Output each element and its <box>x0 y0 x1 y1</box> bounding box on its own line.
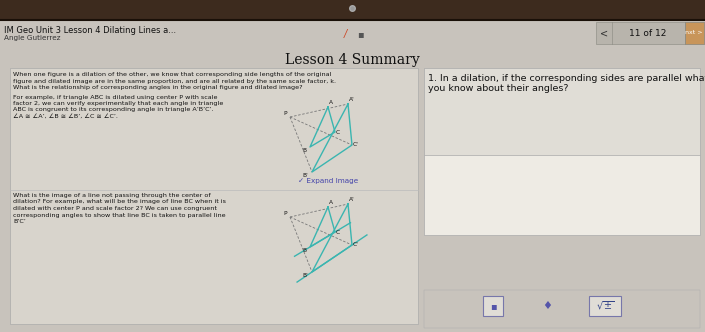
Text: C': C' <box>353 142 359 147</box>
Text: For example, if triangle ABC is dilated using center P with scale: For example, if triangle ABC is dilated … <box>13 95 218 100</box>
Text: ABC is congruent to its corresponding angle in triangle A’B’C’.: ABC is congruent to its corresponding an… <box>13 108 214 113</box>
Text: P: P <box>283 211 287 216</box>
Text: <: < <box>600 28 608 38</box>
Text: What is the image of a line not passing through the center of: What is the image of a line not passing … <box>13 193 211 198</box>
FancyBboxPatch shape <box>0 0 705 20</box>
Text: Lesson 4 Summary: Lesson 4 Summary <box>285 53 419 67</box>
Text: factor 2, we can verify experimentally that each angle in triangle: factor 2, we can verify experimentally t… <box>13 101 223 106</box>
Text: dilated with center P and scale factor 2? We can use congruent: dilated with center P and scale factor 2… <box>13 206 217 211</box>
FancyBboxPatch shape <box>424 68 700 198</box>
Text: C: C <box>336 129 340 134</box>
Text: figure and dilated image are in the same proportion, and are all related by the : figure and dilated image are in the same… <box>13 78 336 84</box>
Text: A: A <box>329 200 333 205</box>
Text: Angle Gutierrez: Angle Gutierrez <box>4 35 61 41</box>
Text: ✓ Expand Image: ✓ Expand Image <box>298 178 358 184</box>
Text: B’C’: B’C’ <box>13 219 26 224</box>
Text: B: B <box>302 248 306 253</box>
Text: A': A' <box>349 197 355 202</box>
Text: B': B' <box>302 273 308 278</box>
Text: IM Geo Unit 3 Lesson 4 Dilating Lines a...: IM Geo Unit 3 Lesson 4 Dilating Lines a.… <box>4 26 176 35</box>
FancyBboxPatch shape <box>424 155 700 235</box>
FancyBboxPatch shape <box>0 20 705 50</box>
Text: What is the relationship of corresponding angles in the original figure and dila: What is the relationship of correspondin… <box>13 85 302 90</box>
Text: C: C <box>336 229 340 234</box>
FancyBboxPatch shape <box>483 296 503 316</box>
FancyBboxPatch shape <box>685 22 704 44</box>
Text: $\sqrt{\pm}$: $\sqrt{\pm}$ <box>596 300 614 312</box>
Text: C': C' <box>353 242 359 247</box>
Text: P: P <box>283 111 287 116</box>
FancyBboxPatch shape <box>596 22 704 44</box>
Text: you know about their angles?: you know about their angles? <box>428 84 568 93</box>
Text: ▪: ▪ <box>490 301 496 311</box>
Text: When one figure is a dilation of the other, we know that corresponding side leng: When one figure is a dilation of the oth… <box>13 72 331 77</box>
Text: 11 of 12: 11 of 12 <box>630 29 667 38</box>
FancyBboxPatch shape <box>10 68 418 324</box>
FancyBboxPatch shape <box>589 296 621 316</box>
Text: A': A' <box>349 97 355 102</box>
Text: ♦: ♦ <box>542 301 552 311</box>
Text: A: A <box>329 100 333 105</box>
Text: B': B' <box>302 173 308 178</box>
Text: dilation? For example, what will be the image of line BC when it is: dilation? For example, what will be the … <box>13 200 226 205</box>
Text: ∠A ≅ ∠A’, ∠B ≅ ∠B’, ∠C ≅ ∠C’.: ∠A ≅ ∠A’, ∠B ≅ ∠B’, ∠C ≅ ∠C’. <box>13 114 118 119</box>
Text: B: B <box>302 148 306 153</box>
FancyBboxPatch shape <box>424 290 700 328</box>
Text: 1. In a dilation, if the corresponding sides are parallel what do: 1. In a dilation, if the corresponding s… <box>428 74 705 83</box>
Text: /: / <box>343 29 347 39</box>
Text: corresponding angles to show that line BC is taken to parallel line: corresponding angles to show that line B… <box>13 212 226 217</box>
Text: nxt >: nxt > <box>685 31 703 36</box>
Text: ▪: ▪ <box>357 29 363 39</box>
